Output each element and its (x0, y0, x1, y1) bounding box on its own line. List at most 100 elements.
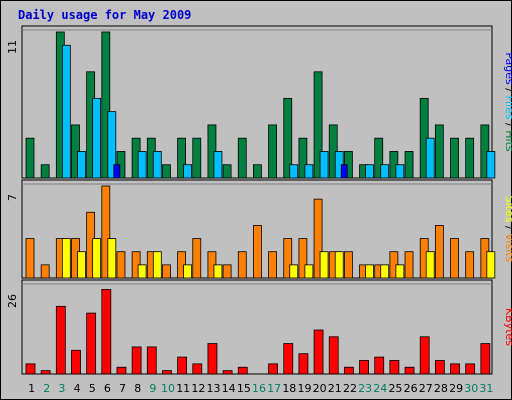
x-tick-day-12: 12 (191, 382, 205, 395)
x-tick-day-19: 19 (297, 382, 311, 395)
bar-kbytes-day-28 (434, 360, 445, 375)
x-tick-day-29: 29 (449, 382, 463, 395)
right-label-kbytes: KBytes (503, 308, 512, 346)
bar-files-day-27 (425, 137, 435, 179)
y-max-label: 7 (6, 194, 19, 201)
right-label-hits-files-pages: Pages / Files / Hits (503, 52, 512, 152)
bar-hits-day-12 (192, 137, 202, 179)
bar-kbytes-day-26 (404, 366, 415, 375)
label-separator: / (503, 120, 512, 131)
x-tick-day-8: 8 (134, 382, 141, 395)
right-label-kbytes: KBytes (503, 308, 512, 346)
bar-kbytes-day-6 (101, 288, 112, 375)
x-tick-day-5: 5 (89, 382, 96, 395)
bar-hits-day-30 (465, 137, 475, 179)
bar-files-day-11 (183, 164, 193, 179)
bar-kbytes-day-3 (55, 305, 66, 375)
bar-kbytes-day-31 (480, 343, 491, 375)
bar-visits-day-17 (268, 251, 277, 279)
bar-hits-day-14 (222, 164, 232, 179)
x-tick-day-26: 26 (404, 382, 418, 395)
bar-hits-day-6 (101, 31, 111, 179)
bar-kbytes-day-5 (86, 312, 97, 375)
bar-hits-day-19 (298, 137, 308, 179)
x-tick-day-13: 13 (207, 382, 221, 395)
bar-files-day-20 (319, 151, 329, 179)
bar-kbytes-day-23 (359, 360, 369, 375)
chart-title: Daily usage for May 2009 (18, 8, 192, 22)
x-tick-day-15: 15 (237, 382, 251, 395)
bar-kbytes-day-20 (313, 329, 324, 375)
bar-kbytes-day-7 (116, 366, 127, 375)
bar-files-day-3 (61, 44, 71, 179)
bar-hits-day-2 (40, 164, 50, 179)
bar-kbytes-day-8 (131, 346, 142, 375)
bar-hits-day-18 (283, 97, 293, 179)
bar-visits-day-6 (101, 185, 111, 279)
bar-kbytes-day-4 (71, 349, 81, 375)
x-tick-day-14: 14 (222, 382, 236, 395)
bar-sites-day-4 (77, 251, 86, 279)
bar-hits-day-10 (162, 164, 171, 179)
bar-sites-day-19 (304, 264, 314, 279)
right-label-visits: Visits (503, 233, 512, 262)
bar-sites-day-3 (61, 238, 71, 279)
x-tick-day-23: 23 (358, 382, 372, 395)
x-tick-day-4: 4 (74, 382, 81, 395)
x-tick-day-30: 30 (464, 382, 478, 395)
x-tick-day-25: 25 (388, 382, 402, 395)
bar-sites-day-20 (319, 251, 329, 279)
x-tick-day-16: 16 (252, 382, 266, 395)
bar-kbytes-day-17 (268, 363, 278, 375)
x-tick-day-21: 21 (328, 382, 342, 395)
bar-files-day-8 (137, 151, 147, 179)
bar-hits-day-20 (313, 71, 323, 179)
bar-kbytes-day-29 (450, 363, 460, 375)
bar-visits-day-12 (192, 238, 202, 279)
bar-kbytes-day-30 (465, 363, 476, 375)
bar-sites-day-21 (334, 251, 344, 279)
bar-files-day-31 (486, 151, 496, 179)
bar-sites-day-6 (107, 238, 117, 279)
x-tick-day-9: 9 (149, 382, 156, 395)
y-max-label: 11 (6, 40, 19, 54)
bar-files-day-9 (152, 151, 162, 179)
x-tick-day-22: 22 (343, 382, 357, 395)
bar-files-day-13 (213, 151, 223, 179)
bar-kbytes-day-9 (146, 346, 157, 375)
bar-files-day-19 (304, 164, 314, 179)
bar-sites-day-8 (137, 264, 147, 279)
right-label-visits-sites: Sites / Visits (503, 196, 512, 263)
bar-hits-day-11 (177, 137, 187, 179)
bar-sites-day-13 (213, 264, 223, 279)
bar-kbytes-day-12 (192, 363, 203, 375)
right-label-files: Files (503, 95, 512, 119)
bar-files-day-4 (77, 151, 86, 179)
bar-sites-day-31 (486, 251, 496, 279)
bar-sites-day-25 (395, 264, 405, 279)
x-tick-day-17: 17 (267, 382, 281, 395)
x-tick-day-11: 11 (176, 382, 190, 395)
bar-visits-day-7 (116, 251, 126, 279)
bar-hits-day-29 (450, 137, 459, 179)
x-tick-day-28: 28 (434, 382, 448, 395)
bar-files-day-18 (289, 164, 299, 179)
bar-visits-day-2 (40, 264, 50, 279)
bar-visits-day-20 (313, 198, 323, 279)
bar-hits-day-15 (237, 137, 247, 179)
bar-visits-day-22 (343, 251, 353, 279)
bar-visits-day-14 (222, 264, 232, 279)
bar-kbytes-day-27 (419, 336, 430, 375)
right-label-hits: Hits (503, 130, 512, 152)
bar-kbytes-day-10 (162, 370, 172, 375)
bar-kbytes-day-11 (177, 356, 188, 375)
x-tick-day-18: 18 (282, 382, 296, 395)
bar-hits-day-16 (253, 164, 262, 179)
bar-visits-day-18 (283, 238, 293, 279)
bar-sites-day-9 (152, 251, 162, 279)
bar-kbytes-day-19 (298, 353, 309, 375)
bar-visits-day-26 (404, 251, 414, 279)
bar-kbytes-day-14 (222, 370, 233, 375)
right-label-sites: Sites (503, 196, 512, 223)
bar-sites-day-11 (183, 264, 193, 279)
